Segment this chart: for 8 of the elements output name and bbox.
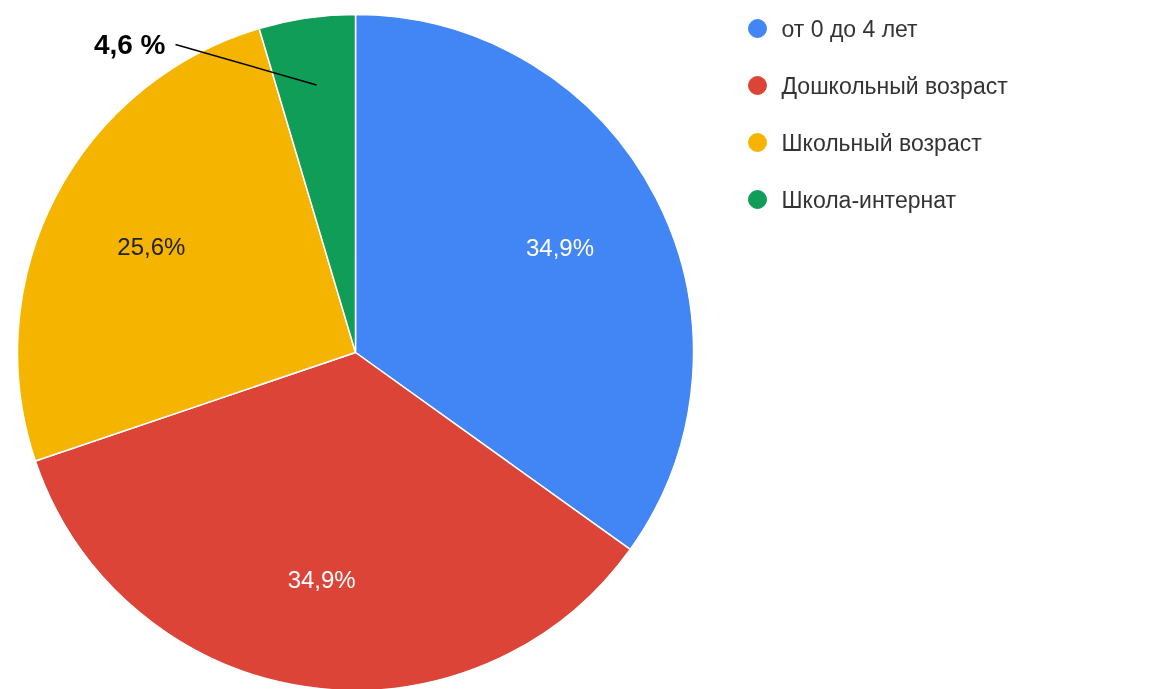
data-label: 4,6 %	[93, 29, 166, 60]
legend-label: Дошкольный возраст	[781, 72, 1009, 99]
legend-label: Школьный возраст	[781, 129, 983, 156]
data-label: 25,6%	[117, 233, 186, 261]
data-label: 34,9%	[525, 234, 594, 262]
data-label: 34,9%	[287, 566, 356, 594]
legend-label: от 0 до 4 лет	[781, 15, 919, 42]
legend-label: Школа-интернат	[781, 186, 957, 213]
